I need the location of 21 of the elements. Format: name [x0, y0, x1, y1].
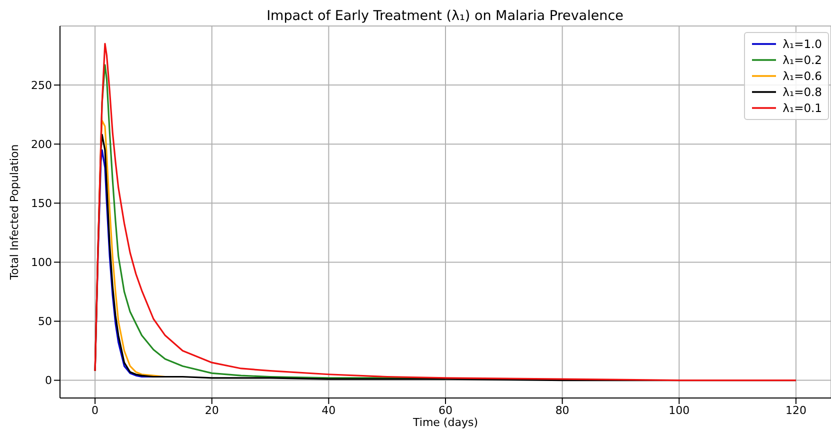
x-tick-label: 40: [322, 404, 336, 417]
x-tick-label: 80: [555, 404, 570, 417]
legend-label: λ₁=0.1: [782, 100, 822, 116]
x-tick-label: 60: [438, 404, 452, 417]
legend-label: λ₁=0.2: [782, 52, 822, 68]
y-tick-label: 150: [31, 197, 52, 210]
x-axis-title: Time (days): [412, 416, 478, 429]
y-tick-label: 100: [31, 256, 52, 270]
x-tick-label: 20: [204, 404, 219, 417]
legend-label: λ₁=1.0: [782, 36, 822, 52]
y-axis-title: Total Infected Population: [8, 144, 21, 281]
y-tick-label: 250: [31, 78, 52, 92]
x-tick-label: 0: [92, 404, 99, 417]
y-tick-label: 200: [31, 138, 52, 151]
x-tick-label: 100: [668, 404, 690, 417]
y-tick-label: 50: [38, 315, 52, 328]
legend-label: λ₁=0.6: [782, 68, 822, 84]
x-tick-label: 120: [785, 404, 806, 417]
y-tick-label: 0: [45, 374, 52, 388]
legend-label: λ₁=0.8: [782, 84, 822, 100]
chart-title: Impact of Early Treatment (λ₁) on Malaria Prevalence: [266, 8, 624, 24]
